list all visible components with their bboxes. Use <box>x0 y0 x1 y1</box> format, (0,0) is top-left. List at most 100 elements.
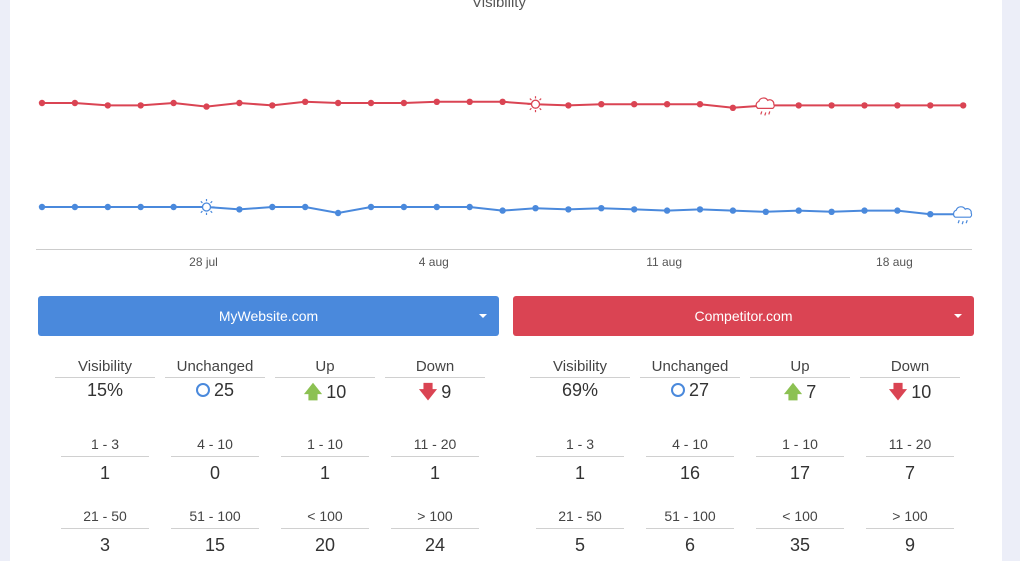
stat-value: 27 <box>688 380 710 400</box>
stat-label: Unchanged <box>640 358 740 378</box>
stat-value-wrap: 🡇 10 <box>855 378 965 410</box>
data-point <box>696 206 704 213</box>
stat-label: 1 - 3 <box>61 436 149 457</box>
stat-value-wrap: 🡅 7 <box>745 378 855 410</box>
data-point <box>38 99 46 107</box>
stat-unchanged: Unchanged 27 <box>635 358 745 401</box>
stat-value: 15% <box>86 380 124 400</box>
stat-value: 6 <box>684 535 695 555</box>
data-point <box>532 205 539 212</box>
data-point <box>960 102 967 109</box>
stat-value: 35 <box>789 535 811 555</box>
data-point <box>466 203 473 211</box>
data-point <box>499 98 506 106</box>
data-point <box>71 203 79 211</box>
website-selector[interactable]: MyWebsite.com <box>38 296 499 336</box>
data-point <box>334 209 342 217</box>
stat-value: 5 <box>574 535 585 555</box>
stat-label: > 100 <box>391 508 479 529</box>
data-point <box>302 203 309 211</box>
stat-value: 16 <box>679 463 701 483</box>
data-point <box>104 102 112 109</box>
circle-icon <box>670 383 685 397</box>
stat-range-gt-100: > 100 9 <box>855 508 965 556</box>
stat-value-wrap: 🡇 9 <box>380 378 490 410</box>
stat-value-wrap: 25 <box>160 378 270 401</box>
stat-label: Down <box>385 358 485 378</box>
data-point <box>894 102 901 109</box>
stat-value: 25 <box>213 380 235 400</box>
sun-icon <box>198 199 215 215</box>
data-point <box>894 207 901 214</box>
data-point <box>137 102 144 109</box>
data-point <box>466 98 473 106</box>
stat-label: 1 - 10 <box>281 436 369 457</box>
cloud-rain-icon <box>755 97 775 116</box>
website-selector-label: MyWebsite.com <box>218 308 319 324</box>
data-point <box>71 99 79 107</box>
data-point <box>696 101 704 108</box>
data-point <box>400 203 408 211</box>
stat-label: < 100 <box>281 508 369 529</box>
stat-value: 1 <box>319 463 330 483</box>
caret-down-icon <box>954 314 962 318</box>
stat-up: Up 🡅 10 <box>270 358 380 410</box>
stat-value: 24 <box>424 535 446 555</box>
visibility-line-chart: 28 jul 4 aug 11 aug 18 aug <box>36 96 973 269</box>
stat-value: 0 <box>209 463 220 483</box>
data-point <box>927 211 934 218</box>
data-point <box>762 208 769 215</box>
stat-label: > 100 <box>866 508 954 529</box>
data-point <box>729 104 737 112</box>
x-tick-label: 18 aug <box>876 255 913 269</box>
stat-value: 9 <box>441 382 452 402</box>
stat-range-lt-100: < 100 20 <box>270 508 380 556</box>
stat-range-51-100: 51 - 100 6 <box>635 508 745 556</box>
stat-range-21-50: 21 - 50 5 <box>525 508 635 556</box>
stat-down: Down 🡇 10 <box>855 358 965 410</box>
data-point <box>499 207 506 214</box>
data-point <box>433 203 440 211</box>
data-point <box>598 205 605 212</box>
stat-range-1-10: 1 - 10 17 <box>745 436 855 484</box>
stat-value-wrap: 🡅 10 <box>270 378 380 410</box>
x-tick-label: 4 aug <box>419 255 449 269</box>
stat-label: 1 - 3 <box>536 436 624 457</box>
stat-value: 10 <box>911 382 932 402</box>
stat-label: 21 - 50 <box>61 508 149 529</box>
stat-range-11-20: 11 - 20 1 <box>380 436 490 484</box>
data-point <box>367 99 375 107</box>
stat-label: Down <box>860 358 960 378</box>
data-point <box>236 99 243 107</box>
competitor-selector-label: Competitor.com <box>694 308 793 324</box>
stat-value: 1 <box>429 463 440 483</box>
data-point <box>236 206 243 213</box>
data-point <box>433 98 440 106</box>
stat-value: 7 <box>904 463 915 483</box>
arrow-down-icon: 🡇 <box>888 382 908 402</box>
stat-label: < 100 <box>756 508 844 529</box>
stat-range-1-3: 1 - 3 1 <box>525 436 635 484</box>
data-point <box>828 208 835 215</box>
circle-icon <box>195 383 210 397</box>
stat-value: 20 <box>314 535 336 555</box>
stat-value: 9 <box>904 535 915 555</box>
data-point <box>400 99 408 107</box>
data-point <box>598 101 605 108</box>
stat-visibility: Visibility 69% <box>525 358 635 401</box>
arrow-up-icon: 🡅 <box>783 382 803 402</box>
stat-label: Visibility <box>530 358 630 378</box>
stat-value: 3 <box>99 535 110 555</box>
data-point <box>302 98 309 106</box>
stat-range-21-50: 21 - 50 3 <box>50 508 160 556</box>
stat-value: 15 <box>204 535 226 555</box>
data-point <box>565 102 572 109</box>
stat-range-lt-100: < 100 35 <box>745 508 855 556</box>
competitor-selector[interactable]: Competitor.com <box>513 296 974 336</box>
data-point <box>663 207 671 214</box>
data-point <box>170 203 177 211</box>
stat-label: Up <box>750 358 850 378</box>
stat-up: Up 🡅 7 <box>745 358 855 410</box>
data-point <box>795 102 802 109</box>
stat-value: 1 <box>99 463 110 483</box>
